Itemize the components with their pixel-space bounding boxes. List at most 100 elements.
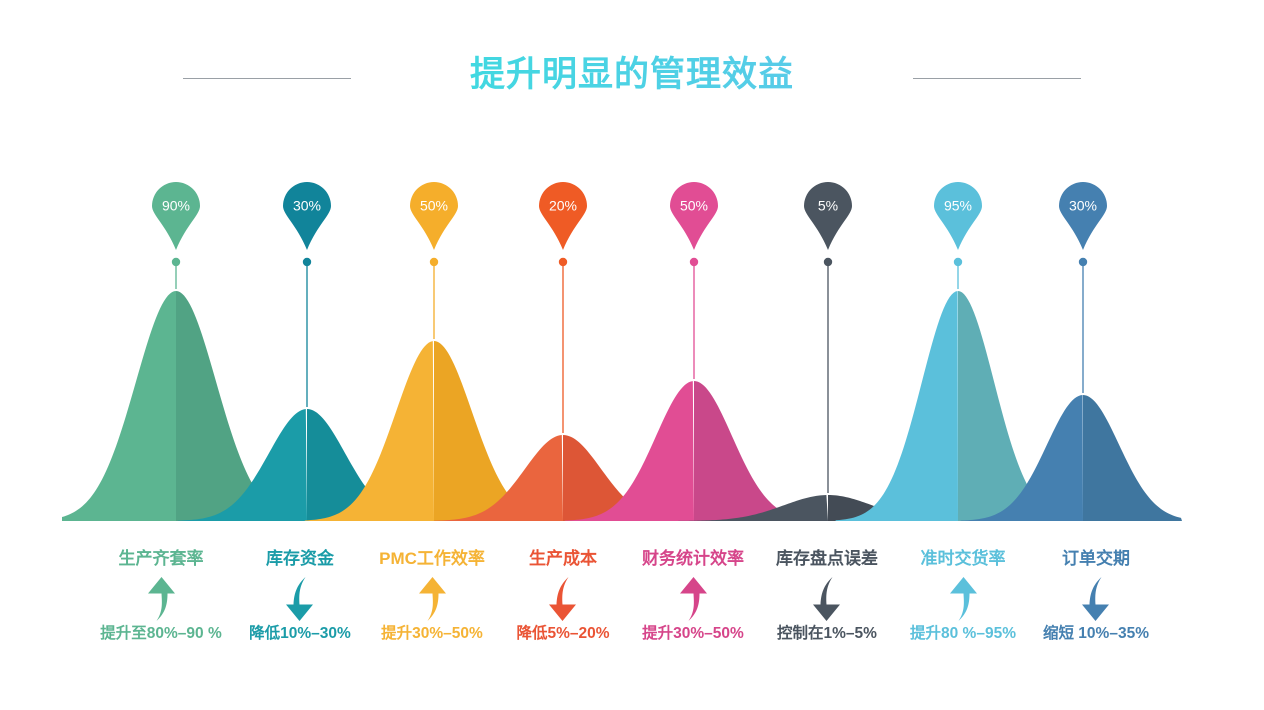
legend-change-value: 提升30%–50% [642,625,744,642]
arrow-up-icon [148,577,175,621]
legend-metric-label: 订单交期 [1062,549,1130,568]
pin-dot [689,257,699,267]
pin-balloon-shape[interactable] [283,182,331,250]
legend-trend-arrow [357,574,507,624]
curve-right-half [307,409,437,521]
legend-metric-label: PMC工作效率 [379,549,485,568]
pin-marker-8[interactable]: 30% [1059,182,1107,393]
legend-item-4[interactable]: 生产成本降低5%–20% [488,548,638,644]
curve-left-half [678,495,828,521]
arrow-up-icon [680,577,707,621]
pin-marker-4[interactable]: 20% [539,182,587,433]
pin-dot [429,257,439,267]
pin-marker-2[interactable]: 30% [283,182,331,407]
arrow-down-icon [813,577,840,621]
pin-dot [558,257,568,267]
curve-right-half [563,435,693,521]
legend-item-3[interactable]: PMC工作效率 提升30%–50% [357,548,507,644]
pin-balloon-shape[interactable] [539,182,587,250]
pin-value-label: 50% [680,198,708,214]
legend-change-value: 提升80 %–95% [910,625,1016,642]
legend-metric-label: 库存资金 [266,549,334,568]
legend-change-value: 控制在1%–5% [777,625,877,642]
bell-curve-8 [960,395,1182,521]
pin-dot [302,257,312,267]
curve-right-half [694,381,824,521]
curve-left-half [304,341,434,521]
legend-metric-label: 库存盘点误差 [776,549,878,568]
bell-curve-chart: 90% 30% 50% 20% 50% 5% 95% 30% [62,182,1182,521]
curve-right-half [176,291,312,521]
legend-trend-arrow [86,574,236,624]
arrow-up-icon [950,577,977,621]
bell-curve-3 [304,341,564,521]
curve-left-half [835,291,958,521]
pin-balloon-shape[interactable] [410,182,458,250]
legend-trend-arrow [618,574,768,624]
bell-curve-2 [177,409,437,521]
legend-item-6[interactable]: 库存盘点误差 控制在1%–5% [752,548,902,644]
legend-change-value: 降低10%–30% [249,625,351,642]
page-title: 提升明显的管理效益 [0,46,1264,97]
pin-dot [1078,257,1088,267]
legend-item-5[interactable]: 财务统计效率 提升30%–50% [618,548,768,644]
curve-left-half [564,381,694,521]
pin-dot [953,257,963,267]
pin-marker-1[interactable]: 90% [152,182,200,289]
pin-marker-layer: 90% 30% 50% 20% 50% 5% 95% 30% [152,182,1107,493]
legend-change-value: 缩短 10%–35% [1043,625,1149,642]
pin-balloon-shape[interactable] [934,182,982,250]
legend-metric-label: 生产成本 [529,549,597,568]
pin-balloon-shape[interactable] [1059,182,1107,250]
pin-value-label: 5% [818,198,838,214]
pin-marker-5[interactable]: 50% [670,182,718,379]
legend-change-value: 降低5%–20% [516,625,610,642]
curve-left-half [433,435,563,521]
curve-left-half [960,395,1083,521]
pin-value-label: 95% [944,198,972,214]
bell-curve-5 [564,381,824,521]
legend-item-7[interactable]: 准时交货率提升80 %–95% [888,548,1038,644]
arrow-down-icon [1082,577,1109,621]
curve-right-half [958,291,1081,521]
legend-trend-arrow [888,574,1038,624]
pin-value-label: 20% [549,198,577,214]
curve-left-half [62,291,176,521]
arrow-down-icon [286,577,313,621]
legend-trend-arrow [488,574,638,624]
pin-value-label: 30% [293,198,321,214]
bell-curve-1 [62,291,312,521]
bell-curve-7 [835,291,1081,521]
pin-marker-3[interactable]: 50% [410,182,458,339]
page-header: 提升明显的管理效益 [0,0,1264,120]
curve-area-layer [62,291,1182,521]
pin-balloon-shape[interactable] [670,182,718,250]
pin-value-label: 30% [1069,198,1097,214]
pin-marker-7[interactable]: 95% [934,182,982,289]
pin-balloon-shape[interactable] [152,182,200,250]
pin-balloon-shape[interactable] [804,182,852,250]
legend-metric-label: 财务统计效率 [642,549,744,568]
bell-curve-4 [433,435,693,521]
title-rule-right-decoration [913,78,1081,79]
legend-metric-label: 准时交货率 [920,549,1006,568]
legend-trend-arrow [1021,574,1171,624]
pin-value-label: 50% [420,198,448,214]
curve-right-half [434,341,564,521]
pin-marker-6[interactable]: 5% [804,182,852,493]
pin-dot [171,257,181,267]
legend-change-value: 提升至80%–90 % [100,625,222,642]
legend-change-value: 提升30%–50% [381,625,483,642]
legend-metric-label: 生产齐套率 [118,549,204,568]
legend-trend-arrow [225,574,375,624]
legend-item-1[interactable]: 生产齐套率提升至80%–90 % [86,548,236,644]
legend-item-8[interactable]: 订单交期缩短 10%–35% [1021,548,1171,644]
curve-left-half [177,409,307,521]
legend-item-2[interactable]: 库存资金降低10%–30% [225,548,375,644]
curve-right-half [1083,395,1182,521]
arrow-up-icon [419,577,446,621]
arrow-down-icon [549,577,576,621]
legend-trend-arrow [752,574,902,624]
pin-value-label: 90% [162,198,190,214]
pin-dot [823,257,833,267]
